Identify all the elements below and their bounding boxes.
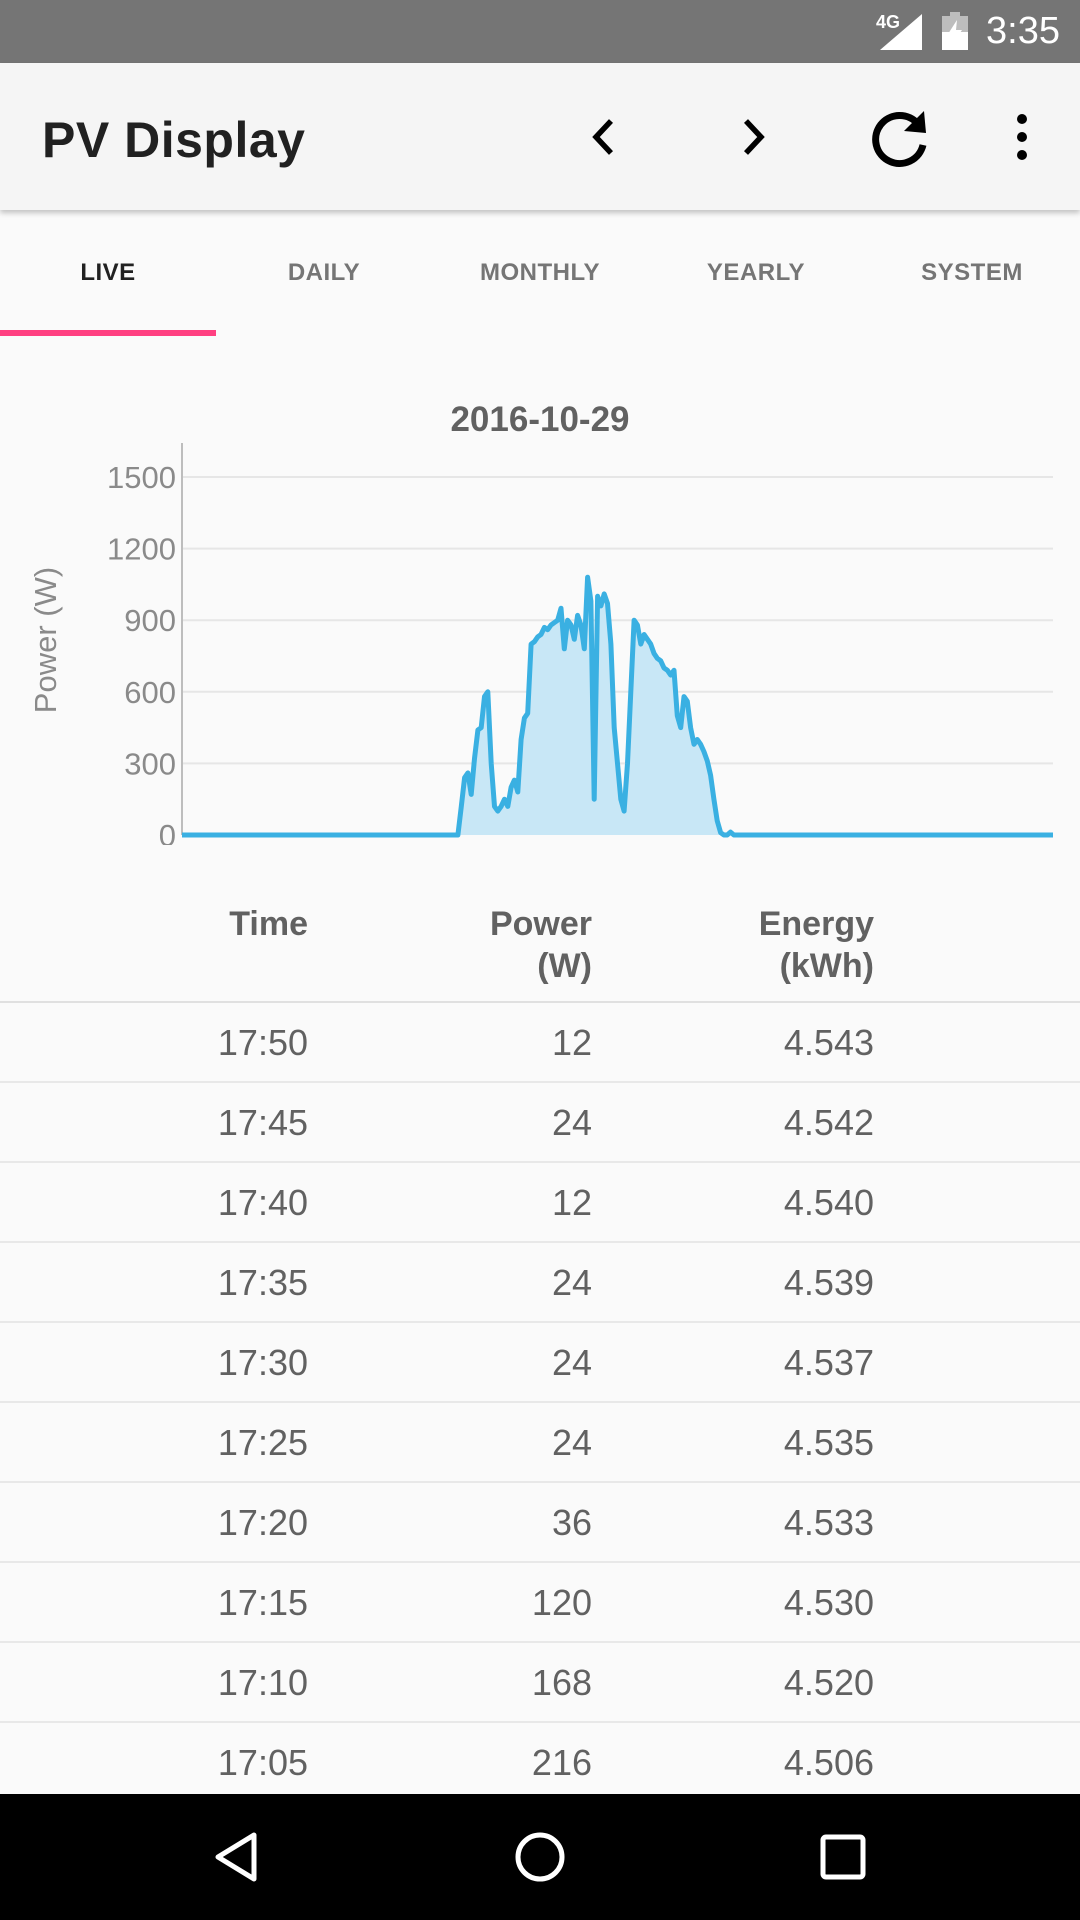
back-icon (215, 1832, 257, 1882)
cell-power: 120 (531, 1582, 592, 1623)
table-row: 17:15 120 4.530 (0, 1563, 1080, 1643)
y-tick-label: 1200 (107, 532, 176, 567)
cell-power: 24 (551, 1422, 592, 1463)
cell-power: 12 (551, 1182, 592, 1223)
more-options-button[interactable] (984, 99, 1060, 175)
tab-live[interactable]: LIVE (80, 259, 136, 286)
cell-energy: 4.539 (783, 1262, 874, 1303)
cell-power: 24 (551, 1342, 592, 1383)
tab-yearly[interactable]: YEARLY (706, 259, 806, 286)
cell-time: 17:05 (217, 1742, 308, 1783)
y-tick-label: 600 (124, 675, 176, 710)
readings-list: 17:50 12 4.543 17:45 24 4.542 17:40 12 4… (0, 1003, 1080, 1803)
header-power-label: Power (489, 905, 592, 943)
y-tick-label: 1500 (107, 460, 176, 495)
tab-daily[interactable]: DAILY (287, 259, 361, 286)
cell-time: 17:10 (217, 1662, 308, 1703)
cell-time: 17:35 (217, 1262, 308, 1303)
table-row: 17:05 216 4.506 (0, 1723, 1080, 1803)
cell-time: 17:20 (217, 1502, 308, 1543)
more-vert-icon (1017, 114, 1027, 160)
header-power: Power (W) (490, 903, 592, 987)
table-row: 17:35 24 4.539 (0, 1243, 1080, 1323)
tab-bar: LIVE DAILY MONTHLY YEARLY SYSTEM (0, 210, 1080, 336)
recents-button[interactable] (803, 1817, 883, 1897)
cell-time: 17:40 (217, 1182, 308, 1223)
cell-energy: 4.535 (783, 1422, 874, 1463)
status-bar: 4G 3:35 (0, 0, 1080, 63)
chevron-right-icon (743, 119, 765, 155)
app-bar: PV Display (0, 63, 1080, 210)
previous-button[interactable] (566, 99, 642, 175)
y-axis-label: Power (W) (28, 567, 63, 713)
refresh-button[interactable] (862, 99, 938, 175)
cell-power: 168 (531, 1662, 592, 1703)
cell-power: 24 (551, 1102, 592, 1143)
series-area (182, 577, 1053, 835)
refresh-icon (872, 111, 927, 167)
table-row: 17:40 12 4.540 (0, 1163, 1080, 1243)
network-type: 4G (876, 12, 901, 32)
battery-charging-icon (942, 12, 968, 50)
cell-time: 17:50 (217, 1022, 308, 1063)
cell-power: 36 (551, 1502, 592, 1543)
table-row: 17:25 24 4.535 (0, 1403, 1080, 1483)
cell-power: 216 (531, 1742, 592, 1783)
cell-time: 17:30 (217, 1342, 308, 1383)
table-row: 17:20 36 4.533 (0, 1483, 1080, 1563)
cell-energy: 4.530 (783, 1582, 874, 1623)
cell-energy: 4.542 (783, 1102, 874, 1143)
tab-monthly[interactable]: MONTHLY (480, 259, 600, 286)
recents-icon (820, 1834, 866, 1880)
chart-svg: 0 300 600 900 1200 1500 Power (W) (28, 443, 1053, 845)
cell-time: 17:25 (217, 1422, 308, 1463)
cell-time: 17:15 (217, 1582, 308, 1623)
header-power-unit: (W) (537, 947, 592, 985)
system-nav-bar (0, 1794, 1080, 1920)
cell-energy: 4.533 (783, 1502, 874, 1543)
home-icon (515, 1832, 565, 1882)
back-button[interactable] (196, 1817, 276, 1897)
table-row: 17:10 168 4.520 (0, 1643, 1080, 1723)
cell-time: 17:45 (217, 1102, 308, 1143)
y-tick-label: 0 (159, 818, 176, 845)
y-tick-label: 900 (124, 603, 176, 638)
cell-energy: 4.537 (783, 1342, 874, 1383)
cell-power: 12 (551, 1022, 592, 1063)
cell-energy: 4.520 (783, 1662, 874, 1703)
header-energy-unit: (kWh) (779, 947, 874, 985)
table-row: 17:30 24 4.537 (0, 1323, 1080, 1403)
next-button[interactable] (715, 99, 791, 175)
status-time: 3:35 (986, 10, 1060, 52)
chevron-left-icon (592, 119, 614, 155)
header-energy-label: Energy (758, 905, 874, 943)
y-tick-label: 300 (124, 746, 176, 781)
series-line (182, 574, 1053, 838)
tab-system[interactable]: SYSTEM (921, 259, 1023, 286)
table-header: Time Power (W) Energy (kWh) (0, 895, 1080, 1003)
table-row: 17:45 24 4.542 (0, 1083, 1080, 1163)
header-time: Time (229, 905, 308, 943)
power-chart: 2016-10-29 0 300 600 900 1200 1500 Power (W) (0, 385, 1080, 845)
home-button[interactable] (500, 1817, 580, 1897)
header-energy: Energy (kWh) (759, 903, 874, 987)
cell-energy: 4.543 (783, 1022, 874, 1063)
chart-title: 2016-10-29 (450, 400, 630, 439)
table-row: 17:50 12 4.543 (0, 1003, 1080, 1083)
signal-icon (880, 14, 922, 50)
tab-indicator (0, 330, 216, 336)
cell-energy: 4.506 (783, 1742, 874, 1783)
cell-energy: 4.540 (783, 1182, 874, 1223)
cell-power: 24 (551, 1262, 592, 1303)
app-title: PV Display (42, 112, 306, 168)
